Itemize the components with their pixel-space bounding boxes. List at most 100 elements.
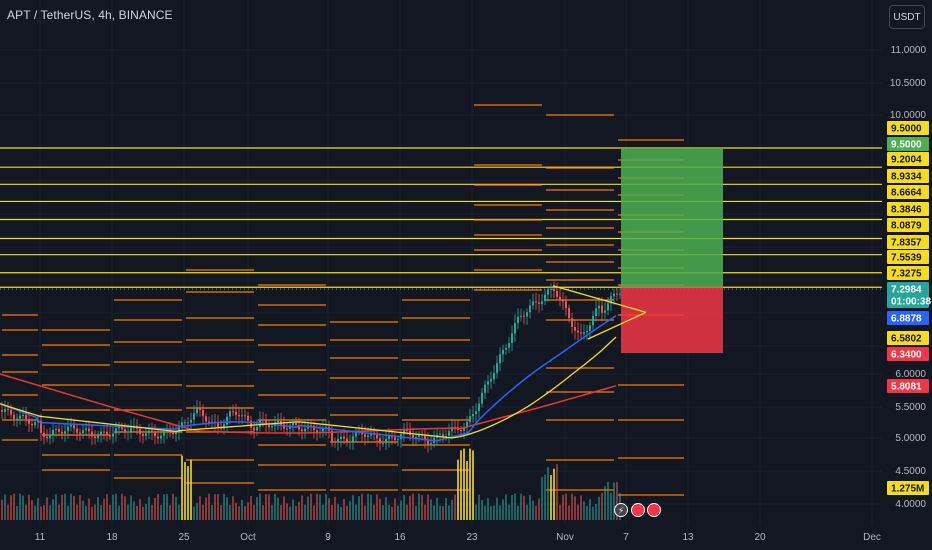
blue-moving-average	[0, 315, 617, 442]
candle-body	[439, 433, 441, 435]
candle-body	[10, 409, 12, 415]
volume-bar	[4, 494, 6, 520]
volume-bar	[205, 497, 207, 520]
volume-bar	[454, 494, 456, 520]
volume-bar	[550, 475, 552, 520]
price-tag	[887, 121, 929, 135]
candle-body	[427, 440, 429, 445]
volume-bar	[97, 497, 99, 520]
volume-bar	[211, 504, 213, 520]
candle-body	[100, 431, 102, 436]
price-tag-label: 8.9334	[891, 172, 922, 183]
candle-body	[124, 429, 126, 433]
candle-body	[595, 308, 597, 316]
volume-bar	[115, 493, 117, 520]
volume-bar	[190, 459, 192, 520]
candle-body	[331, 430, 333, 442]
candle-body	[115, 428, 117, 434]
volume-bar	[562, 494, 564, 520]
volume-bar	[580, 495, 582, 520]
volume-bar	[7, 504, 9, 520]
candlesticks	[1, 281, 621, 453]
volume-bar	[88, 498, 90, 520]
candle-body	[85, 428, 87, 431]
price-tag-label: 8.6664	[891, 188, 922, 199]
candle-body	[241, 415, 243, 417]
time-axis-label: 23	[466, 532, 478, 543]
volume-bar	[109, 504, 111, 520]
volume-bar	[208, 493, 210, 520]
volume-bar	[505, 494, 507, 520]
price-tag	[887, 250, 929, 264]
volume-bar	[583, 501, 585, 520]
candle-body	[19, 415, 21, 419]
volume-bar	[601, 492, 603, 520]
volume-bar	[541, 476, 543, 520]
volume-bar	[316, 493, 318, 520]
price-axis-label: 11.0000	[891, 45, 927, 56]
candle-body	[352, 436, 354, 442]
candle-body	[262, 419, 264, 421]
candle-body	[34, 422, 36, 426]
volume-bar	[514, 493, 516, 520]
volume-bar	[229, 504, 231, 520]
candle-body	[298, 425, 300, 430]
candle-body	[202, 409, 204, 417]
price-tag	[887, 152, 929, 166]
volume-bar	[421, 495, 423, 520]
volume-bar	[169, 505, 171, 520]
volume-bar	[388, 504, 390, 520]
candle-body	[157, 436, 159, 439]
volume-bar	[490, 506, 492, 520]
candle-body	[121, 426, 123, 430]
time-axis-label: 18	[106, 532, 118, 543]
candle-body	[232, 411, 234, 413]
candle-body	[523, 315, 525, 317]
candle-body	[376, 433, 378, 439]
volume-bar	[184, 462, 186, 520]
volume-bar	[592, 506, 594, 520]
candle-body	[28, 418, 30, 424]
candle-body	[196, 408, 198, 414]
candle-body	[466, 421, 468, 427]
candle-body	[88, 428, 90, 432]
volume-bar	[85, 505, 87, 520]
volume-bar	[124, 496, 126, 520]
volume-bar	[475, 504, 477, 520]
target-zone	[621, 148, 723, 288]
volume-bar	[478, 494, 480, 520]
volume-bar	[94, 504, 96, 520]
candle-body	[175, 432, 177, 435]
volume-bar	[520, 493, 522, 520]
time-axis-label: Dec	[863, 532, 881, 543]
price-tag	[887, 311, 929, 325]
volume-bar	[19, 493, 21, 520]
candle-body	[568, 307, 570, 319]
candle-body	[454, 426, 456, 428]
volume-bar	[379, 498, 381, 520]
volume-bar	[154, 498, 156, 520]
volume-bar	[568, 505, 570, 520]
candle-body	[193, 413, 195, 420]
volume-bar	[52, 499, 54, 520]
price-tag	[887, 218, 929, 232]
price-tag-label: 8.3846	[891, 205, 922, 216]
volume-bar	[391, 506, 393, 520]
volume-bar	[37, 498, 39, 520]
flash-glyph: ⚡	[618, 507, 624, 517]
candle-body	[547, 289, 549, 295]
candle-body	[238, 414, 240, 417]
upper-trendline	[552, 285, 647, 313]
candle-body	[253, 427, 255, 431]
candle-body	[613, 293, 615, 297]
time-axis-label: 16	[394, 532, 406, 543]
currency-button[interactable]: USDT	[889, 5, 925, 29]
candle-body	[40, 420, 42, 433]
candle-body	[160, 435, 162, 439]
candle-body	[91, 431, 93, 437]
volume-bar	[439, 505, 441, 520]
symbol-title[interactable]: APT / TetherUS, 4h, BINANCE	[7, 8, 173, 22]
volume-bar	[547, 467, 549, 520]
